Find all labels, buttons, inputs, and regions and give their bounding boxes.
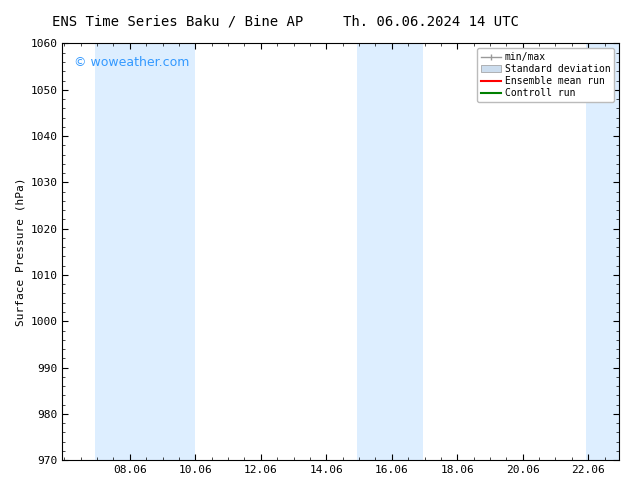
Bar [95,44,195,460]
Y-axis label: Surface Pressure (hPa): Surface Pressure (hPa) [15,177,25,326]
Text: © woweather.com: © woweather.com [74,56,189,69]
Bar [586,44,634,460]
Text: ENS Time Series Baku / Bine AP: ENS Time Series Baku / Bine AP [52,15,303,29]
Bar [357,44,422,460]
Legend: min/max, Standard deviation, Ensemble mean run, Controll run: min/max, Standard deviation, Ensemble me… [477,49,614,102]
Text: Th. 06.06.2024 14 UTC: Th. 06.06.2024 14 UTC [343,15,519,29]
